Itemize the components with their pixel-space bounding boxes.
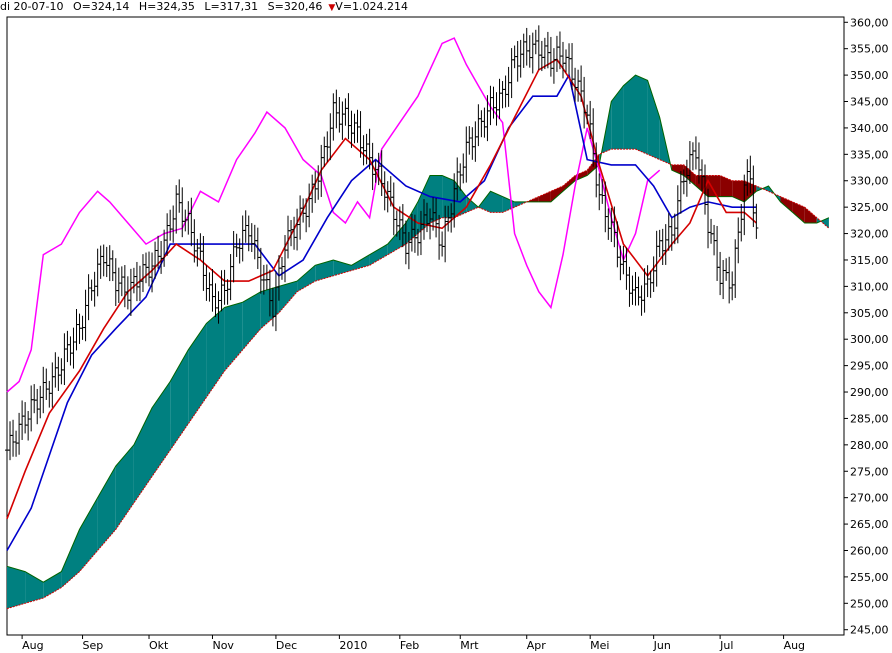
senkou-span-a-line [6,74,830,583]
y-tick-label: 310,00 [850,280,889,293]
cloud-segment [720,175,733,197]
header-volume: V=1.024.214 [335,0,409,13]
y-tick-label: 330,00 [850,175,889,188]
x-tick-label: Mrt [460,639,479,652]
price-bars [5,25,759,466]
y-tick-label: 340,00 [850,122,889,135]
cloud-segment [297,265,316,292]
y-tick-label: 360,00 [850,16,889,29]
header-low: L=317,31 [204,0,259,13]
cloud [6,74,830,610]
x-tick-label: Sep [83,639,104,652]
y-axis: 245,00 250,00 255,00 260,00 265,00 270,00 275,… [844,16,889,637]
y-tick-label: 250,00 [850,597,889,610]
y-tick-label: 345,00 [850,96,889,109]
cloud-segment [708,175,721,197]
cloud-segment [671,164,684,176]
cloud-segment [79,497,98,572]
cloud-segment [315,260,334,282]
cloud-segment [792,201,805,223]
cloud-segment [278,281,298,313]
cloud-segment [756,186,769,192]
header-close: S=320,46 [267,0,323,13]
cloud-segment [333,260,352,276]
cloud-segment [816,217,829,229]
header-date: di 20-07-10 [0,0,64,13]
y-tick-label: 300,00 [850,333,889,346]
chikou-span-line [6,37,661,393]
cloud-segment [478,191,491,213]
cloud-segment [623,75,636,150]
y-tick-label: 320,00 [850,228,889,241]
header-high: H=324,35 [138,0,195,13]
cloud-segment [514,201,527,208]
y-tick-label: 265,00 [850,518,889,531]
cloud-segment [611,85,624,150]
y-tick-label: 290,00 [850,386,889,399]
cloud-segment [115,444,134,530]
header-open: O=324,14 [72,0,130,13]
x-tick-label: Dec [276,639,297,652]
x-tick-label: Nov [212,639,234,652]
y-tick-label: 280,00 [850,439,889,452]
cloud-segment [242,291,261,350]
cloud-segment [538,191,551,202]
cloud-segment [732,180,745,202]
cloud-segment [152,381,171,477]
cloud-segment [550,186,563,202]
y-tick-label: 275,00 [850,465,889,478]
x-tick-label: Apr [527,639,547,652]
y-tick-label: 245,00 [850,624,889,637]
y-tick-label: 260,00 [850,544,889,557]
cloud-segment [43,571,62,598]
cloud-segment [369,244,388,266]
cloud-segment [563,175,576,192]
senkou-span-b-line [6,148,830,610]
cloud-segment [133,407,152,503]
cloud-segment [188,323,207,424]
cloud-segment [575,170,588,181]
cloud-segment [804,207,817,223]
ohlc-header: di 20-07-10 O=324,14 H=324,35 L=317,31 S… [0,0,892,14]
x-tick-label: Jul [719,639,733,652]
cloud-segment [61,529,80,588]
cloud-segment [780,196,793,213]
cloud-segment [490,191,503,213]
y-tick-label: 270,00 [850,492,889,505]
cloud-segment [7,566,26,609]
down-arrow-icon: ▼ [328,3,336,13]
cloud-segment [647,80,660,160]
cloud-segment [635,75,648,155]
x-axis: Aug Sep Okt Nov Dec 2010 Feb Mrt Apr Mei Jun Jul Aug [21,635,805,652]
x-tick-label: Aug [22,639,43,652]
y-tick-label: 285,00 [850,412,889,425]
cloud-segment [206,307,225,398]
cloud-segment [387,223,406,255]
x-tick-label: Okt [149,639,169,652]
y-tick-label: 295,00 [850,360,889,373]
y-tick-label: 335,00 [850,148,889,161]
y-tick-label: 325,00 [850,201,889,214]
cloud-segment [170,349,189,451]
cloud-segment [25,571,44,604]
cloud-segment [224,302,243,371]
y-tick-label: 355,00 [850,43,889,56]
plot-frame [6,16,845,636]
x-tick-label: Jun [653,639,671,652]
y-tick-label: 305,00 [850,307,889,320]
x-tick-label: Aug [784,639,805,652]
cloud-segment [351,254,370,271]
y-tick-label: 255,00 [850,571,889,584]
x-tick-label: Feb [400,639,419,652]
cloud-segment [97,466,116,551]
x-tick-label: Mei [590,639,609,652]
kijun-sen-line [6,72,757,551]
x-tick-label: 2010 [339,639,367,652]
y-tick-label: 315,00 [850,254,889,267]
y-tick-label: 350,00 [850,69,889,82]
